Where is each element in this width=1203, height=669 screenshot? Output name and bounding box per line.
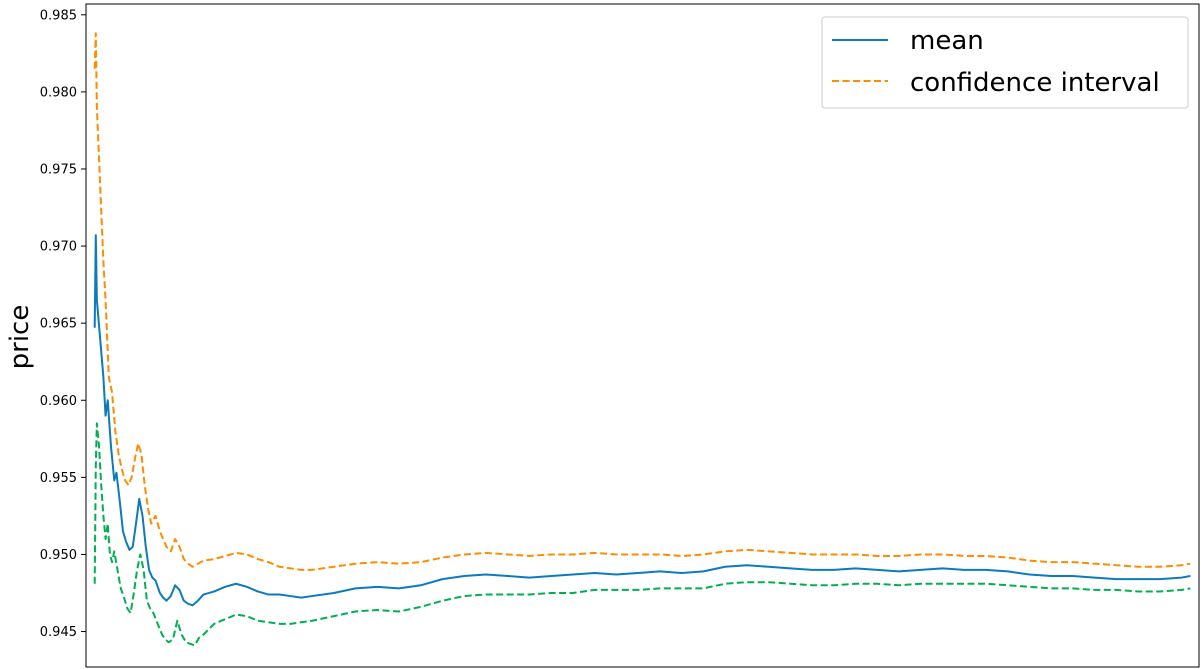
legend-confidence-interval-label: confidence interval <box>910 68 1160 98</box>
y-tick-label: 0.970 <box>40 240 77 255</box>
confidence-upper-line <box>93 32 1191 571</box>
y-tick-label: 0.980 <box>40 85 77 100</box>
y-tick-label: 0.985 <box>40 8 77 23</box>
plot-background <box>86 4 1199 667</box>
y-axis-label: price <box>5 305 35 370</box>
y-tick-label: 0.945 <box>40 625 77 640</box>
legend-mean-label: mean <box>910 26 984 56</box>
series-layer <box>93 32 1191 647</box>
plot-frame <box>85 3 1200 668</box>
mean-line <box>93 234 1191 607</box>
y-tick-label: 0.955 <box>40 471 77 486</box>
y-tick-label: 0.950 <box>40 548 77 563</box>
confidence-lower-line <box>93 422 1191 647</box>
y-tick-label: 0.960 <box>40 394 77 409</box>
y-tick-label: 0.975 <box>40 162 77 177</box>
legend-box <box>821 16 1189 109</box>
y-axis: 0.945 0.950 0.955 0.960 0.965 0.970 0.975 0.980… <box>40 8 86 640</box>
y-tick-label: 0.965 <box>40 317 77 332</box>
legend: mean confidence interval <box>821 16 1189 109</box>
